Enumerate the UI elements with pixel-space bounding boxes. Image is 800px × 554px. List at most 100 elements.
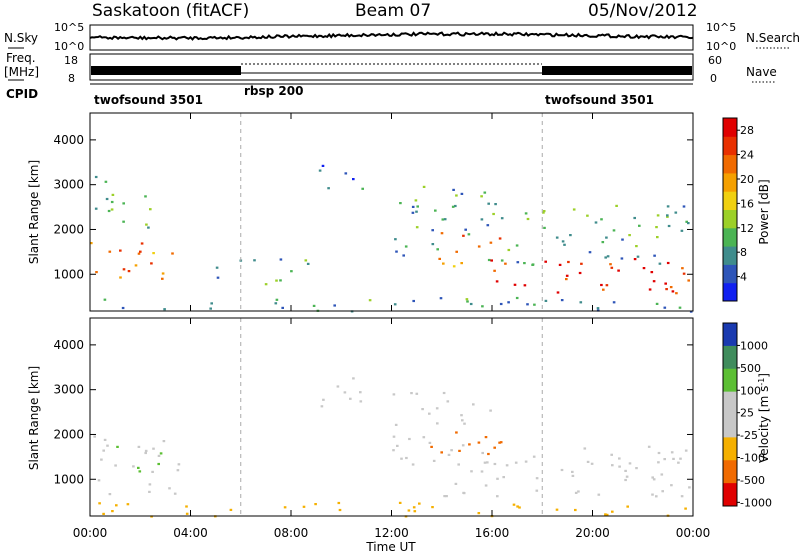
power-y-axis: 1000 2000 3000 4000	[53, 133, 693, 281]
velocity-cell	[185, 505, 188, 508]
velocity-cell	[421, 408, 424, 411]
power-cell	[393, 303, 397, 306]
power-cell	[580, 262, 583, 265]
power-cell	[368, 299, 372, 302]
power-cell	[149, 208, 152, 211]
power-colorbar-segment	[723, 118, 737, 137]
power-cell	[94, 175, 98, 179]
velocity-cell	[435, 407, 439, 410]
power-cell	[163, 308, 166, 311]
power-colorbar-tick-label: 16	[740, 197, 754, 210]
velocity-cell	[436, 422, 439, 425]
date-title: 05/Nov/2012	[588, 1, 698, 21]
velocity-cell	[498, 441, 501, 444]
power-colorbar-segment	[723, 136, 737, 156]
power-ytick-label: 3000	[53, 178, 84, 192]
velocity-cell	[472, 403, 475, 406]
power-cell	[558, 263, 562, 266]
velocity-frame	[89, 317, 694, 517]
power-cell	[414, 199, 418, 202]
power-cell	[658, 262, 662, 265]
power-cell	[492, 212, 495, 216]
power-cell	[556, 291, 560, 294]
power-cell	[137, 252, 141, 255]
power-cell	[664, 282, 667, 285]
power-cell	[602, 288, 605, 291]
velocity-cell	[176, 469, 180, 472]
velocity-cell	[461, 444, 465, 447]
velocity-cell	[618, 457, 621, 460]
power-cell	[395, 250, 398, 253]
power-cell	[507, 301, 510, 304]
velocity-cell	[349, 397, 352, 400]
power-cell	[531, 263, 534, 266]
power-cell	[107, 209, 111, 213]
power-cell	[275, 298, 279, 301]
power-colorbar-segment	[723, 246, 737, 265]
velocity-cell	[625, 475, 629, 478]
nave-label: Nave	[746, 65, 777, 79]
velocity-cell	[583, 447, 587, 450]
power-cell	[312, 304, 316, 307]
power-colorbar-segment	[723, 172, 737, 192]
velocity-cell	[138, 470, 142, 473]
velocity-cell	[148, 490, 151, 493]
velocity-colorbar-segment	[723, 483, 737, 507]
velocity-cell	[432, 459, 436, 462]
power-cell	[526, 303, 529, 306]
power-cell	[687, 279, 690, 282]
power-cell	[689, 310, 693, 313]
velocity-cell	[624, 469, 627, 472]
velocity-cell	[157, 454, 161, 457]
cpid-panel: CPID twofsound 3501 rbsp 200 twofsound 3…	[6, 83, 693, 107]
power-cell	[655, 226, 658, 229]
velocity-cell	[590, 462, 594, 465]
power-frame	[89, 112, 694, 312]
velocity-colorbar-segment	[723, 323, 737, 347]
power-colorbar-segment	[723, 209, 737, 229]
power-cell	[500, 217, 504, 220]
velocity-colorbar-segment	[723, 391, 737, 415]
velocity-colorbar-label-end: ]	[757, 373, 771, 378]
velocity-cell	[574, 508, 577, 512]
power-cell	[486, 224, 490, 227]
power-cell	[515, 244, 519, 247]
power-cell	[404, 245, 408, 248]
power-cell	[462, 234, 465, 237]
power-cell	[600, 218, 603, 221]
power-colorbar-segment	[723, 227, 737, 247]
power-cell	[436, 248, 439, 251]
x-tick-label: 12:00	[374, 526, 409, 540]
power-cell	[656, 236, 659, 239]
nsearch-label: N.Search	[746, 31, 800, 45]
velocity-cell	[177, 463, 181, 466]
velocity-colorbar-tick-label: 1000	[740, 339, 768, 352]
velocity-cell	[148, 483, 152, 486]
power-cell	[560, 299, 564, 302]
velocity-cell	[457, 463, 460, 466]
power-cell	[674, 211, 678, 214]
power-cell	[621, 238, 624, 241]
velocity-cell	[431, 506, 434, 509]
power-cell	[422, 185, 426, 188]
power-cell	[633, 216, 636, 220]
power-cell	[542, 210, 546, 213]
power-cell	[526, 217, 530, 221]
velocity-cell	[462, 492, 466, 495]
nsearch-tick-top: 10^5	[706, 21, 736, 34]
power-cell	[455, 194, 458, 197]
power-cell	[290, 270, 293, 273]
power-cell	[103, 298, 107, 301]
power-cell	[680, 229, 684, 232]
power-cell	[481, 305, 484, 308]
power-cell	[216, 276, 220, 279]
velocity-ytick-label: 4000	[53, 338, 84, 352]
power-cell	[650, 271, 654, 274]
power-colorbar-tick-label: 12	[740, 222, 754, 235]
power-cell	[667, 224, 671, 228]
power-cell	[108, 250, 112, 253]
velocity-cell	[460, 414, 463, 417]
velocity-ytick-label: 2000	[53, 427, 84, 441]
velocity-cell	[428, 441, 432, 444]
power-cell	[122, 220, 125, 223]
